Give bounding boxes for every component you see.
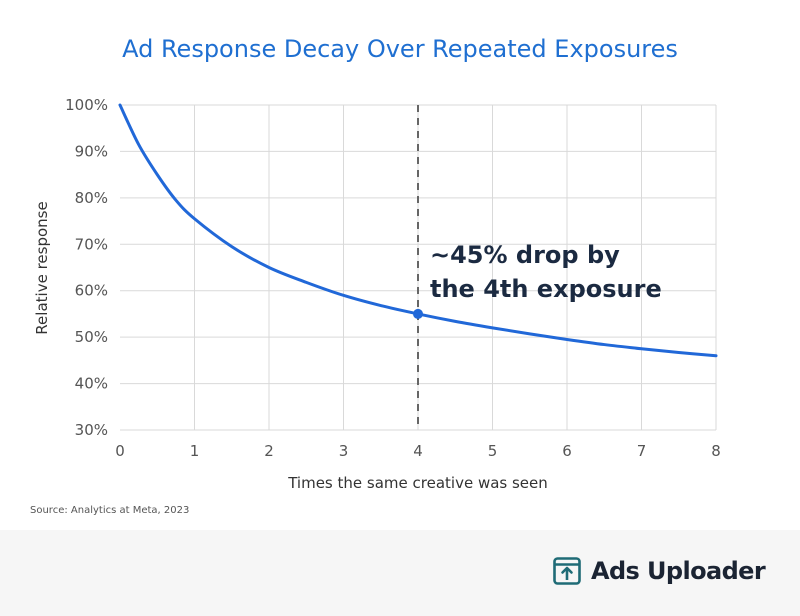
x-tick-label: 5 <box>488 442 498 460</box>
annotation-text-line1: ~45% drop by <box>430 241 620 269</box>
source-note: Source: Analytics at Meta, 2023 <box>30 505 189 516</box>
x-tick-label: 6 <box>562 442 572 460</box>
x-tick-label: 4 <box>413 442 423 460</box>
y-tick-label: 80% <box>75 189 108 207</box>
brand-logo: Ads Uploader <box>552 556 766 586</box>
footer-band <box>0 530 800 616</box>
x-tick-label: 3 <box>339 442 349 460</box>
y-tick-label: 40% <box>75 375 108 393</box>
x-tick-label: 0 <box>115 442 125 460</box>
y-tick-label: 30% <box>75 421 108 439</box>
x-tick-label: 1 <box>190 442 200 460</box>
brand-name: Ads Uploader <box>591 557 766 585</box>
y-axis-label: Relative response <box>33 201 51 334</box>
x-tick-labels: 0 1 2 3 4 5 6 7 8 <box>115 442 721 460</box>
upload-box-icon <box>553 557 581 585</box>
x-tick-label: 2 <box>264 442 274 460</box>
series-group <box>118 103 718 358</box>
chart-title: Ad Response Decay Over Repeated Exposure… <box>122 35 678 63</box>
y-tick-label: 70% <box>75 235 108 253</box>
series-line <box>118 103 718 358</box>
x-axis-label: Times the same creative was seen <box>287 474 548 492</box>
y-tick-label: 100% <box>65 96 108 114</box>
data-point-marker <box>413 308 423 319</box>
chart: Ad Response Decay Over Repeated Exposure… <box>30 35 721 516</box>
y-tick-label: 50% <box>75 328 108 346</box>
y-tick-labels: 30% 40% 50% 60% 70% 80% 90% 100% <box>65 96 108 439</box>
y-tick-label: 60% <box>75 282 108 300</box>
x-tick-label: 7 <box>637 442 647 460</box>
annotation-text-line2: the 4th exposure <box>430 275 662 303</box>
x-tick-label: 8 <box>711 442 721 460</box>
y-tick-label: 90% <box>75 142 108 160</box>
